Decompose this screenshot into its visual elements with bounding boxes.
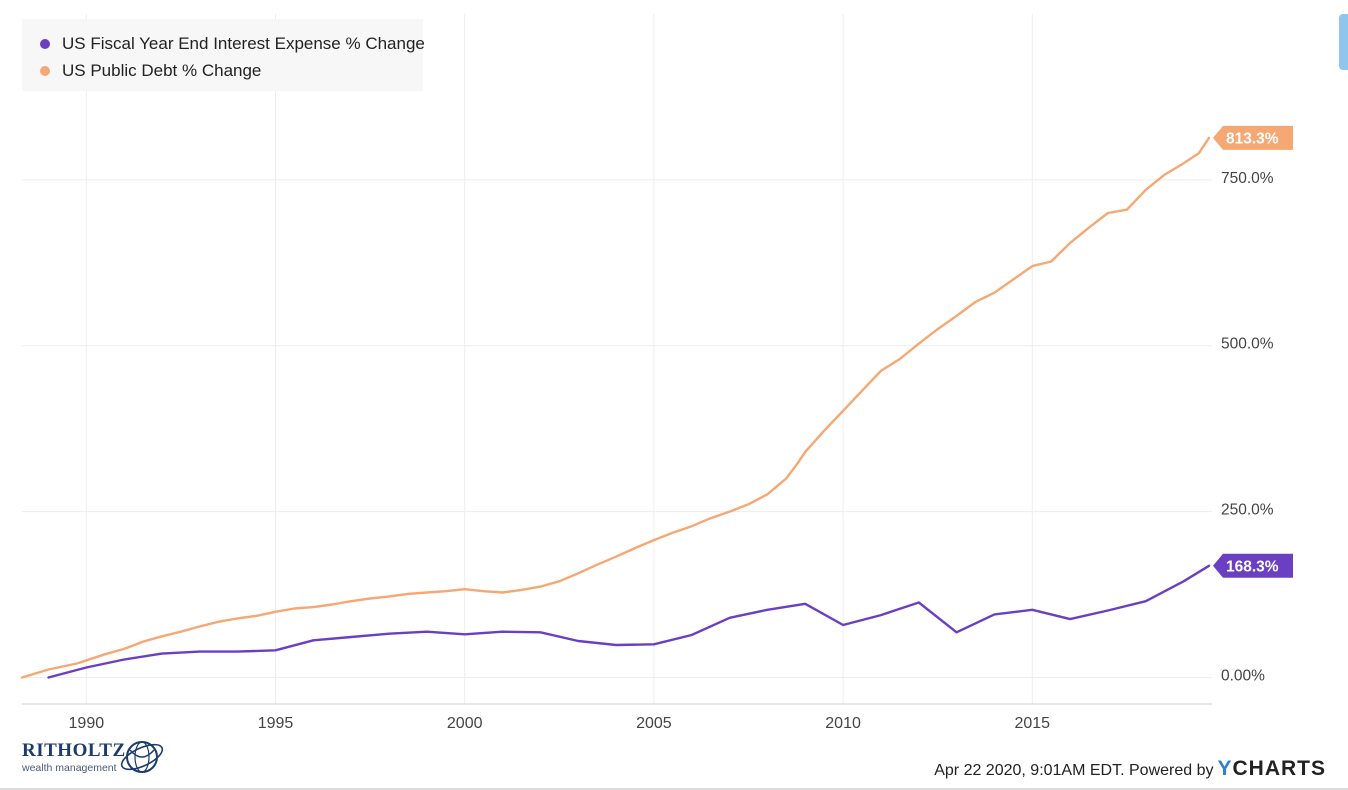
end-label-flag bbox=[1213, 125, 1293, 150]
legend-label-interest-expense: US Fiscal Year End Interest Expense % Ch… bbox=[62, 34, 425, 53]
legend-marker-interest-expense bbox=[40, 39, 50, 49]
ycharts-logo[interactable]: YCHARTS bbox=[1217, 757, 1326, 781]
series-line-public-debt[interactable] bbox=[20, 136, 1211, 679]
brand-name: RITHOLTZ bbox=[22, 740, 126, 761]
ycharts-logo-y: Y bbox=[1217, 757, 1233, 780]
plot-area bbox=[22, 14, 1212, 704]
end-label-public-debt: 813.3% bbox=[1213, 125, 1293, 150]
y-tick-label-3: 750.0% bbox=[1221, 170, 1274, 187]
grid bbox=[22, 14, 1212, 704]
y-tick-label-0: 0.00% bbox=[1221, 667, 1265, 684]
x-tick-label-1990: 1990 bbox=[69, 715, 105, 732]
end-label-text: 813.3% bbox=[1226, 130, 1279, 147]
x-tick-label-2015: 2015 bbox=[1014, 715, 1050, 732]
footer-credit: Apr 22 2020, 9:01AM EDT. Powered by YCHA… bbox=[934, 757, 1326, 781]
legend: US Fiscal Year End Interest Expense % Ch… bbox=[22, 19, 425, 91]
end-value-labels: 168.3% 813.3% bbox=[1213, 125, 1293, 578]
footer-timestamp: Apr 22 2020, 9:01AM EDT. Powered by bbox=[934, 762, 1214, 779]
x-tick-label-2000: 2000 bbox=[447, 715, 483, 732]
legend-item-interest-expense[interactable]: US Fiscal Year End Interest Expense % Ch… bbox=[40, 34, 425, 54]
brand-logo: RITHOLTZ wealth management bbox=[22, 738, 172, 778]
series-lines bbox=[20, 136, 1211, 679]
y-tick-labels: 0.00% 250.0% 500.0% 750.0% bbox=[1221, 170, 1274, 685]
legend-item-public-debt[interactable]: US Public Debt % Change bbox=[40, 61, 261, 81]
bottom-divider bbox=[0, 788, 1348, 790]
series-line-interest-expense[interactable] bbox=[47, 564, 1211, 679]
side-panel-handle[interactable] bbox=[1339, 14, 1348, 70]
legend-label-public-debt: US Public Debt % Change bbox=[62, 61, 262, 80]
y-tick-label-2: 500.0% bbox=[1221, 336, 1274, 353]
x-tick-label-2005: 2005 bbox=[636, 715, 672, 732]
end-label-text: 168.3% bbox=[1226, 558, 1279, 575]
legend-marker-public-debt bbox=[40, 66, 50, 76]
end-label-interest-expense: 168.3% bbox=[1213, 553, 1293, 578]
globe-swirl-icon bbox=[120, 741, 164, 773]
x-tick-label-2010: 2010 bbox=[825, 715, 861, 732]
y-tick-label-1: 250.0% bbox=[1221, 502, 1274, 519]
end-label-flag bbox=[1213, 553, 1293, 578]
x-tick-label-1995: 1995 bbox=[258, 715, 294, 732]
ycharts-logo-text: CHARTS bbox=[1232, 757, 1326, 780]
brand-subtitle: wealth management bbox=[22, 762, 117, 774]
x-tick-labels: 1990 1995 2000 2005 2010 2015 bbox=[69, 715, 1051, 732]
